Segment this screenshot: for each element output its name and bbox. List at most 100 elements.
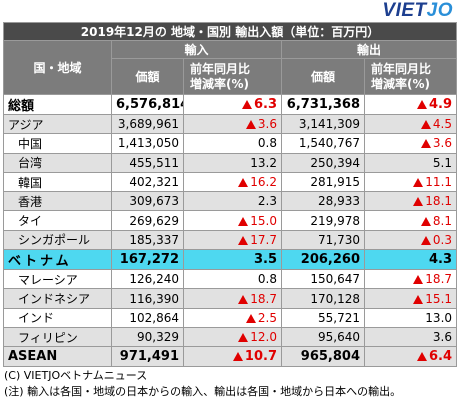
export-pct: 3.6 [363, 133, 458, 154]
export-value: 250,394 [281, 152, 365, 173]
country-name: ASEAN [3, 346, 112, 367]
import-value: 126,240 [111, 269, 184, 290]
import-pct: 12.0 [183, 326, 282, 348]
export-pct: 4.9 [363, 94, 458, 115]
export-value: 28,933 [281, 191, 365, 212]
table-row: アジア 3,689,961 3.6 3,141,309 4.5 [3, 113, 458, 135]
country-name: 韓国 [3, 171, 112, 193]
import-value: 971,491 [111, 346, 184, 367]
import-value: 1,413,050 [111, 133, 184, 154]
table-row: 韓国 402,321 16.2 281,915 11.1 [3, 171, 458, 193]
import-value: 102,864 [111, 307, 184, 328]
table-row: タイ 269,629 15.0 219,978 8.1 [3, 210, 458, 231]
table-title: 2019年12月の 地域・国別 輸出入額（単位：百万円） [2, 22, 458, 41]
export-value: 281,915 [281, 171, 365, 193]
country-name: マレーシア [3, 269, 112, 290]
import-value: 90,329 [111, 326, 184, 348]
export-value: 206,260 [281, 249, 365, 271]
country-name: インド [3, 307, 112, 328]
import-header: 輸入 [111, 40, 282, 59]
decrease-triangle-icon [245, 313, 256, 323]
import-pct: 13.2 [183, 152, 282, 173]
logo-jo: JO [426, 0, 453, 21]
import-pct: 18.7 [183, 288, 282, 309]
table-row: ASEAN 971,491 10.7 965,804 6.4 [3, 346, 458, 367]
table-row: ベトナム 167,272 3.5 206,260 4.3 [3, 249, 458, 271]
export-pct: 6.4 [363, 346, 458, 367]
decrease-triangle-icon [245, 120, 256, 130]
country-name: 中国 [3, 133, 112, 154]
table-row: 総額 6,576,814 6.3 6,731,368 4.9 [3, 94, 458, 115]
decrease-triangle-icon [413, 275, 424, 285]
country-name: タイ [3, 210, 112, 231]
table-row: 中国 1,413,050 0.8 1,540,767 3.6 [3, 133, 458, 154]
decrease-triangle-icon [238, 235, 249, 245]
vietjo-logo: VIETJO [382, 1, 453, 21]
import-pct: 15.0 [183, 210, 282, 231]
table-row: 香港 309,673 2.3 28,933 18.1 [3, 191, 458, 212]
decrease-triangle-icon [238, 294, 249, 304]
import-pct-header: 前年同月比 増減率(%) [183, 58, 282, 95]
import-value: 167,272 [111, 249, 184, 271]
decrease-triangle-icon [420, 216, 431, 226]
table-row: インド 102,864 2.5 55,721 13.0 [3, 307, 458, 328]
export-header: 輸出 [280, 40, 458, 59]
country-name: 台湾 [3, 152, 112, 173]
decrease-triangle-icon [238, 216, 249, 226]
export-pct: 0.3 [363, 229, 458, 251]
import-value: 402,321 [111, 171, 184, 193]
decrease-triangle-icon [420, 120, 431, 130]
import-pct: 0.8 [183, 269, 282, 290]
export-value: 3,141,309 [281, 113, 365, 135]
export-value: 965,804 [281, 346, 365, 367]
export-pct: 8.1 [363, 210, 458, 231]
copyright-note: (C) VIETJOベトナムニュース [4, 369, 148, 382]
logo-viet: VIET [382, 0, 427, 21]
country-name: 香港 [3, 191, 112, 212]
country-name: インドネシア [3, 288, 112, 309]
import-pct: 17.7 [183, 229, 282, 251]
country-column-header: 国・地域 [3, 40, 112, 95]
country-name: フィリピン [3, 326, 112, 348]
export-value-header: 価額 [281, 58, 365, 95]
export-pct: 18.1 [363, 191, 458, 212]
import-pct: 2.3 [183, 191, 282, 212]
import-pct: 16.2 [183, 171, 282, 193]
country-name: ベトナム [3, 249, 112, 271]
decrease-triangle-icon [238, 178, 249, 188]
export-value: 150,647 [281, 269, 365, 290]
import-pct: 6.3 [183, 94, 282, 115]
decrease-triangle-icon [413, 294, 424, 304]
export-pct: 18.7 [363, 269, 458, 290]
import-pct: 10.7 [183, 346, 282, 367]
country-name: アジア [3, 113, 112, 135]
export-value: 71,730 [281, 229, 365, 251]
decrease-triangle-icon [232, 351, 243, 361]
decrease-triangle-icon [416, 351, 427, 361]
export-pct: 4.5 [363, 113, 458, 135]
export-pct: 15.1 [363, 288, 458, 309]
table-row: インドネシア 116,390 18.7 170,128 15.1 [3, 288, 458, 309]
decrease-triangle-icon [413, 197, 424, 207]
export-pct-header: 前年同月比 増減率(%) [363, 58, 458, 95]
export-value: 1,540,767 [281, 133, 365, 154]
table-row: マレーシア 126,240 0.8 150,647 18.7 [3, 269, 458, 290]
import-value: 455,511 [111, 152, 184, 173]
footnote: (注) 輸入は各国・地域の日本からの輸入、輸出は各国・地域から日本への輸出。 [4, 385, 402, 398]
export-value: 6,731,368 [281, 94, 365, 115]
import-value: 309,673 [111, 191, 184, 212]
decrease-triangle-icon [416, 100, 427, 109]
export-pct: 3.6 [363, 326, 458, 348]
export-value: 55,721 [281, 307, 365, 328]
table-row: 台湾 455,511 13.2 250,394 5.1 [3, 152, 458, 173]
country-name: シンガポール [3, 229, 112, 251]
import-pct: 3.6 [183, 113, 282, 135]
export-pct: 13.0 [363, 307, 458, 328]
decrease-triangle-icon [413, 178, 424, 188]
import-value-header: 価額 [111, 58, 184, 95]
decrease-triangle-icon [241, 100, 252, 109]
decrease-triangle-icon [238, 333, 249, 343]
decrease-triangle-icon [420, 139, 431, 149]
import-value: 3,689,961 [111, 113, 184, 135]
notes: (C) VIETJOベトナムニュース (注) 輸入は各国・地域の日本からの輸入、… [4, 368, 401, 400]
